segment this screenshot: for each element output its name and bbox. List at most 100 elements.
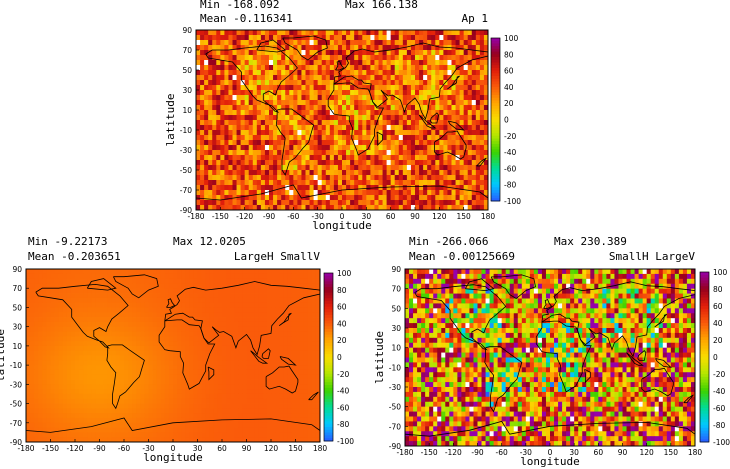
heatmap-cell: [366, 50, 371, 56]
heatmap-cell: [271, 384, 276, 390]
heatmap-cell: [471, 155, 477, 161]
heatmap-cell: [451, 115, 456, 121]
heatmap-cell: [248, 185, 254, 191]
heatmap-cell: [236, 65, 242, 71]
heatmap-cell: [136, 379, 141, 385]
heatmap-cell: [99, 273, 104, 280]
heatmap-cell: [220, 45, 225, 51]
heatmap-cell: [144, 326, 149, 332]
heatmap-cell: [197, 326, 202, 332]
heatmap-cell: [321, 35, 327, 41]
heatmap-cell: [30, 273, 35, 280]
heatmap-cell: [196, 55, 201, 61]
heatmap-cell: [258, 326, 264, 332]
heatmap-cell: [258, 369, 264, 376]
heatmap-cell: [483, 180, 489, 186]
heatmap-cell: [256, 30, 262, 36]
heatmap-cell: [91, 283, 96, 289]
heatmap-cell: [271, 269, 276, 275]
heatmap-cell: [185, 408, 190, 414]
heatmap-cell: [467, 35, 473, 41]
heatmap-cell: [346, 130, 351, 136]
heatmap-cell: [238, 379, 243, 385]
heatmap-cell: [321, 90, 327, 96]
heatmap-cell: [258, 278, 264, 284]
heatmap-cell: [386, 175, 392, 181]
heatmap-cell: [222, 393, 227, 400]
heatmap-cell: [333, 70, 339, 76]
heatmap-cell: [200, 65, 205, 71]
heatmap-cell: [293, 85, 298, 91]
heatmap-cell: [350, 145, 355, 151]
heatmap-cell: [333, 60, 339, 66]
heatmap-cell: [140, 413, 145, 419]
colorbar-segment: [491, 146, 500, 150]
heatmap-cell: [299, 360, 305, 366]
heatmap-cell: [168, 317, 174, 323]
heatmap-cell: [483, 125, 489, 131]
heatmap-cell: [419, 70, 424, 76]
heatmap-cell: [264, 75, 270, 81]
heatmap-cell: [244, 100, 250, 106]
heatmap-cell: [119, 288, 125, 294]
heatmap-cell: [366, 130, 371, 136]
heatmap-cell: [217, 408, 223, 414]
heatmap-cell: [177, 321, 182, 328]
heatmap-cell: [107, 312, 113, 318]
heatmap-cell: [220, 90, 225, 96]
heatmap-cell: [431, 130, 436, 136]
heatmap-cell: [337, 150, 343, 156]
heatmap-cell: [30, 321, 35, 328]
heatmap-cell: [38, 345, 43, 352]
heatmap-cell: [269, 55, 274, 61]
heatmap-cell: [275, 293, 280, 299]
heatmap-cell: [213, 413, 219, 419]
heatmap-cell: [394, 205, 400, 211]
heatmap-cell: [309, 50, 315, 56]
heatmap-cell: [62, 288, 68, 294]
heatmap-cell: [471, 85, 477, 91]
heatmap-cell: [402, 50, 408, 56]
heatmap-cell: [431, 55, 436, 61]
heatmap-cell: [309, 180, 315, 186]
heatmap-cell: [269, 95, 274, 101]
heatmap-cell: [443, 65, 448, 71]
heatmap-cell: [38, 331, 43, 337]
heatmap-cell: [38, 413, 43, 419]
heatmap-cell: [246, 269, 251, 275]
heatmap-cell: [423, 180, 428, 186]
heatmap-cell: [277, 60, 282, 66]
heatmap-cell: [222, 336, 227, 342]
heatmap-cell: [463, 50, 469, 56]
heatmap-cell: [346, 200, 351, 206]
heatmap-cell: [83, 288, 88, 294]
heatmap-cell: [447, 35, 452, 41]
heatmap-cell: [358, 195, 363, 201]
heatmap-cell: [333, 185, 339, 191]
heatmap-cell: [415, 55, 420, 61]
heatmap-cell: [402, 155, 408, 161]
heatmap-cell: [209, 336, 215, 342]
heatmap-cell: [264, 185, 270, 191]
heatmap-cell: [315, 393, 321, 400]
heatmap-cell: [103, 302, 109, 308]
heatmap-cell: [297, 135, 302, 141]
heatmap-cell: [291, 384, 296, 390]
heatmap-cell: [317, 90, 323, 96]
heatmap-cell: [315, 331, 321, 337]
heatmap-cell: [99, 278, 104, 284]
heatmap-cell: [103, 326, 109, 332]
heatmap-cell: [273, 115, 278, 121]
heatmap-cell: [390, 175, 396, 181]
heatmap-cell: [289, 65, 294, 71]
heatmap-cell: [216, 55, 221, 61]
heatmap-cell: [299, 336, 305, 342]
heatmap-cell: [451, 110, 456, 116]
heatmap-cell: [95, 297, 100, 304]
heatmap-cell: [208, 105, 213, 111]
heatmap-cell: [115, 369, 121, 376]
heatmap-cell: [224, 195, 229, 201]
heatmap-cell: [342, 205, 347, 211]
heatmap-cell: [427, 55, 432, 61]
heatmap-cell: [217, 393, 223, 400]
